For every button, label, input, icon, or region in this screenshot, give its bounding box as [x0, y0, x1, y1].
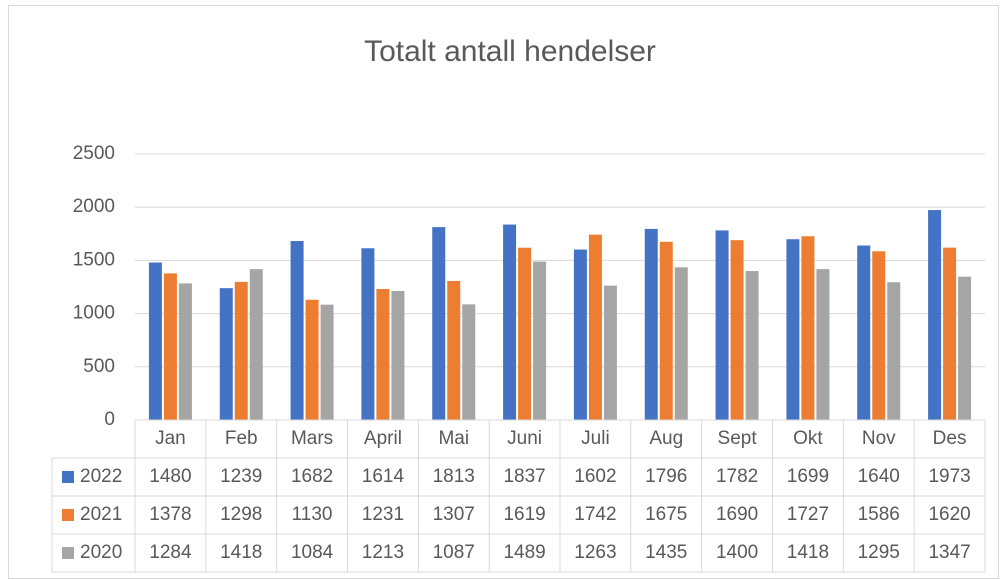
bar: [715, 230, 729, 420]
bar: [745, 271, 759, 420]
bar: [462, 304, 476, 420]
bar: [219, 288, 233, 420]
bar: [857, 245, 871, 420]
bar: [958, 276, 972, 420]
bar: [603, 285, 617, 420]
bar: [432, 227, 446, 420]
x-tick-label: Nov: [862, 428, 896, 449]
table-cell: 1480: [149, 466, 191, 487]
table-cell: 1400: [716, 542, 758, 563]
table-cell: 1682: [291, 466, 333, 487]
bar: [503, 224, 517, 420]
x-tick-label: Feb: [225, 428, 258, 449]
bar: [786, 239, 800, 420]
bar: [644, 228, 658, 420]
y-tick-label: 0: [104, 409, 115, 430]
table-cell: 1640: [858, 466, 900, 487]
bar: [320, 304, 334, 420]
table-cell: 1347: [928, 542, 970, 563]
legend-label: 2021: [80, 504, 122, 525]
bar: [816, 269, 830, 420]
table-cell: 1378: [149, 504, 191, 525]
bar: [290, 241, 304, 420]
bar: [234, 281, 248, 420]
bar: [361, 248, 375, 420]
bar: [801, 236, 815, 420]
bar: [518, 247, 532, 420]
table-cell: 1087: [433, 542, 475, 563]
table-cell: 1782: [716, 466, 758, 487]
bar: [573, 249, 587, 420]
table-cell: 1614: [362, 466, 405, 487]
table-cell: 1295: [858, 542, 900, 563]
legend-swatch: [62, 547, 74, 559]
bar: [249, 269, 263, 420]
bar: [659, 241, 673, 420]
bar: [887, 282, 901, 420]
table-cell: 1690: [716, 504, 758, 525]
bar: [391, 290, 405, 420]
legend-label: 2022: [80, 466, 122, 487]
table-cell: 1435: [645, 542, 687, 563]
bar: [305, 299, 319, 420]
table-cell: 1231: [362, 504, 404, 525]
x-tick-label: Okt: [793, 428, 823, 449]
x-tick-label: April: [364, 428, 402, 449]
table-cell: 1084: [291, 542, 334, 563]
bar: [674, 267, 688, 420]
table-cell: 1727: [787, 504, 829, 525]
table-cell: 1742: [574, 504, 616, 525]
bar: [376, 289, 390, 420]
table-cell: 1239: [220, 466, 262, 487]
y-tick-label: 2000: [73, 196, 115, 217]
table-cell: 1796: [645, 466, 687, 487]
table-cell: 1284: [149, 542, 192, 563]
y-tick-label: 1000: [73, 303, 115, 324]
bar: [943, 247, 957, 420]
table-cell: 1213: [362, 542, 404, 563]
table-cell: 1130: [292, 504, 333, 525]
bar: [533, 261, 547, 420]
x-tick-label: Juli: [581, 428, 610, 449]
x-tick-label: Mars: [291, 428, 333, 449]
table-cell: 1675: [645, 504, 687, 525]
table-cell: 1307: [433, 504, 475, 525]
x-tick-label: Jan: [155, 428, 186, 449]
bar: [588, 234, 602, 420]
bar: [447, 280, 461, 420]
bar: [872, 251, 886, 420]
table-cell: 1813: [433, 466, 475, 487]
x-tick-label: Des: [933, 428, 967, 449]
bar: [730, 240, 744, 420]
bar: [928, 210, 942, 420]
bar: [178, 283, 192, 420]
table-cell: 1586: [858, 504, 900, 525]
y-tick-label: 1500: [73, 249, 115, 270]
table-cell: 1418: [220, 542, 262, 563]
bar: [148, 262, 162, 420]
x-tick-label: Juni: [507, 428, 542, 449]
table-cell: 1699: [787, 466, 829, 487]
y-tick-label: 500: [83, 356, 115, 377]
table-cell: 1298: [220, 504, 262, 525]
legend-swatch: [62, 509, 74, 521]
chart-title: Totalt antall hendelser: [364, 35, 656, 68]
table-cell: 1973: [928, 466, 970, 487]
table-cell: 1602: [574, 466, 616, 487]
x-tick-label: Mai: [438, 428, 469, 449]
table-cell: 1837: [503, 466, 545, 487]
y-tick-label: 2500: [73, 143, 115, 164]
table-cell: 1489: [503, 542, 545, 563]
x-tick-label: Aug: [649, 428, 683, 449]
table-cell: 1418: [787, 542, 829, 563]
table-cell: 1620: [928, 504, 970, 525]
x-tick-label: Sept: [718, 428, 758, 449]
legend-label: 2020: [80, 542, 122, 563]
table-cell: 1263: [574, 542, 616, 563]
table-cell: 1619: [503, 504, 545, 525]
legend-swatch: [62, 471, 74, 483]
bar: [163, 273, 177, 420]
